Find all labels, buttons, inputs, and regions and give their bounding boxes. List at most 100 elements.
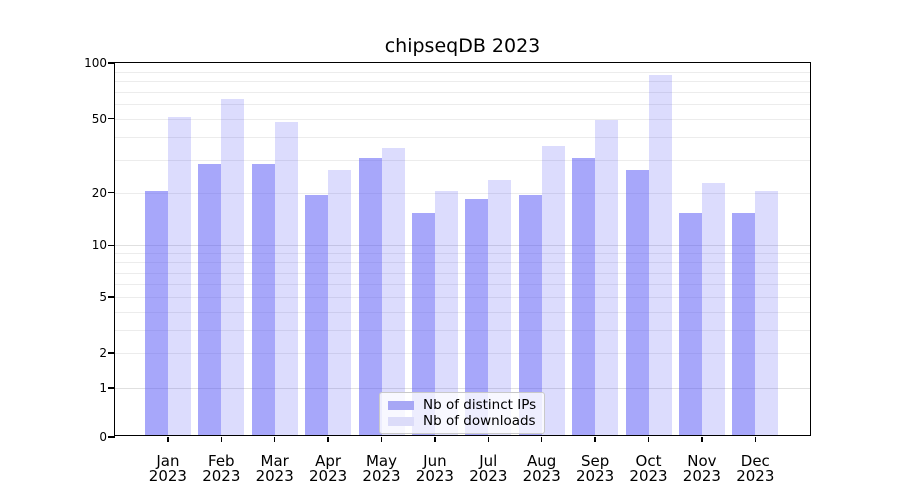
y-tick-label-100: 100 <box>84 56 107 70</box>
bar-downloads-nov <box>701 183 725 435</box>
bar-downloads-jun <box>434 190 458 435</box>
x-tick-year-mar: 2023 <box>255 467 294 485</box>
bar-distinct-ips-oct <box>625 169 649 435</box>
y-tick-1 <box>108 387 115 389</box>
x-tick-label-nov: Nov 2023 <box>657 454 747 484</box>
gridline-30 <box>115 160 810 162</box>
bar-distinct-ips-apr <box>305 194 329 435</box>
x-tick-year-sep: 2023 <box>576 467 615 485</box>
x-tick-dec <box>754 437 756 442</box>
y-tick-20 <box>108 191 115 194</box>
gridline-20 <box>115 192 810 194</box>
bar-downloads-sep <box>595 119 619 435</box>
bar-downloads-aug <box>541 145 565 435</box>
gridline-6 <box>115 283 810 285</box>
gridline-60 <box>115 104 810 105</box>
gridline-3 <box>115 329 810 331</box>
bar-distinct-ips-sep <box>572 158 596 435</box>
y-tick-label-10: 10 <box>91 238 107 253</box>
y-tick-label-2: 2 <box>99 346 107 360</box>
y-tick-label-5: 5 <box>99 290 107 304</box>
x-tick-label-feb: Feb 2023 <box>176 454 266 484</box>
bar-distinct-ips-mar <box>251 163 275 435</box>
bar-distinct-ips-jan <box>144 190 168 435</box>
x-tick-mar <box>273 437 276 442</box>
x-tick-label-aug: Aug 2023 <box>497 454 587 484</box>
x-tick-jan <box>167 437 169 442</box>
x-tick-year-aug: 2023 <box>522 467 561 485</box>
x-tick-year-nov: 2023 <box>682 467 721 485</box>
x-tick-year-jan: 2023 <box>148 467 187 485</box>
gridline-10 <box>115 245 810 247</box>
legend-swatch-distinct-ips <box>388 400 414 410</box>
bar-downloads-mar <box>274 121 298 435</box>
x-tick-feb <box>220 437 222 442</box>
bar-downloads-dec <box>755 190 779 435</box>
bar-distinct-ips-jun <box>411 212 435 435</box>
y-tick-100 <box>108 62 115 64</box>
y-tick-10 <box>108 244 115 247</box>
bar-downloads-may <box>381 148 405 435</box>
x-tick-year-feb: 2023 <box>202 467 241 485</box>
y-tick-label-1: 1 <box>99 381 107 395</box>
y-tick-label-50: 50 <box>91 111 107 126</box>
x-tick-year-dec: 2023 <box>736 467 775 485</box>
bar-distinct-ips-feb <box>198 163 222 435</box>
gridline-40 <box>115 136 810 138</box>
x-tick-year-oct: 2023 <box>629 467 668 485</box>
plot-area: 0 1 2 5 10 20 50 100 Jan 2023 Feb 2023 Mar 2023 Apr 20… <box>84 56 811 484</box>
gridline-1 <box>115 388 810 389</box>
x-tick-oct <box>647 437 650 442</box>
gridline-70 <box>115 91 810 93</box>
legend-label-distinct-ips: Nb of distinct IPs <box>423 396 537 413</box>
x-tick-may <box>380 437 383 442</box>
x-tick-label-sep: Sep 2023 <box>550 454 640 484</box>
x-tick-label-jul: Jul 2023 <box>443 454 533 484</box>
legend-item-downloads: Nb of downloads <box>388 413 536 429</box>
x-tick-label-jun: Jun 2023 <box>390 454 480 484</box>
gridline-80 <box>115 80 810 82</box>
bar-downloads-apr <box>328 169 352 435</box>
y-tick-0 <box>108 436 115 438</box>
gridline-50 <box>115 118 810 120</box>
x-tick-label-oct: Oct 2023 <box>604 454 694 484</box>
x-tick-label-jan: Jan 2023 <box>123 454 213 484</box>
x-tick-apr <box>327 437 329 442</box>
x-tick-year-jul: 2023 <box>469 467 508 485</box>
gridline-8 <box>115 262 810 264</box>
bar-downloads-feb <box>221 99 245 435</box>
x-tick-label-mar: Mar 2023 <box>230 454 320 484</box>
x-tick-year-jun: 2023 <box>415 467 454 485</box>
y-tick-2 <box>108 352 115 354</box>
bar-distinct-ips-may <box>358 158 382 435</box>
bar-distinct-ips-nov <box>678 212 702 435</box>
gridline-90 <box>115 71 810 73</box>
bar-distinct-ips-aug <box>518 194 542 435</box>
x-tick-label-dec: Dec 2023 <box>710 454 800 484</box>
legend-label-downloads: Nb of downloads <box>423 412 536 429</box>
bar-distinct-ips-dec <box>732 212 756 435</box>
gridline-5 <box>115 297 810 298</box>
x-tick-jul <box>487 437 489 442</box>
gridline-2 <box>115 353 810 354</box>
x-tick-aug <box>540 437 543 442</box>
x-tick-nov <box>701 437 703 442</box>
y-tick-label-20: 20 <box>91 185 107 200</box>
gridline-9 <box>115 253 810 255</box>
x-tick-sep <box>594 437 596 442</box>
gridline-4 <box>115 311 810 313</box>
x-tick-year-may: 2023 <box>362 467 401 485</box>
x-tick-label-may: May 2023 <box>337 454 427 484</box>
bar-downloads-oct <box>648 75 672 435</box>
bar-distinct-ips-jul <box>465 198 489 435</box>
chart-title: chipseqDB 2023 <box>384 35 541 57</box>
y-tick-5 <box>108 296 115 298</box>
x-tick-year-apr: 2023 <box>309 467 348 485</box>
legend: Nb of distinct IPs Nb of downloads <box>379 392 545 434</box>
x-tick-label-apr: Apr 2023 <box>283 454 373 484</box>
bar-downloads-jan <box>167 116 191 435</box>
gridline-7 <box>115 272 810 274</box>
y-tick-label-0: 0 <box>99 430 107 444</box>
bar-downloads-jul <box>488 179 512 435</box>
